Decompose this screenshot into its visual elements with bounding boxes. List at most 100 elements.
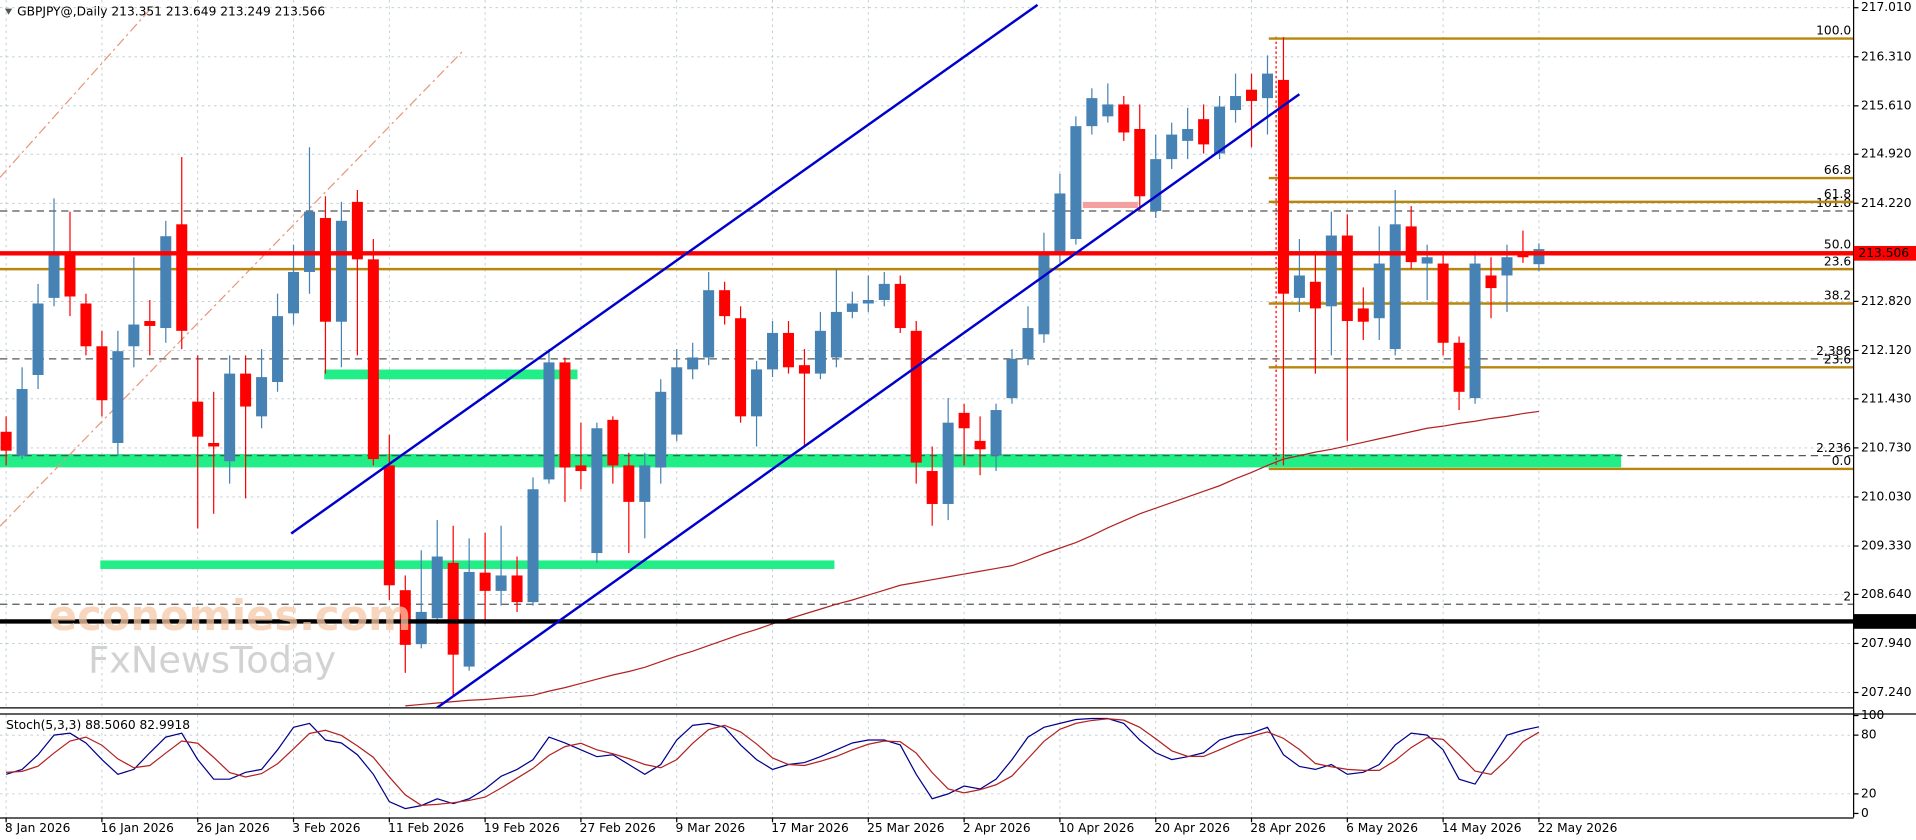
candle-body [735, 318, 747, 417]
candle-body [1517, 253, 1529, 258]
candle-body [383, 465, 395, 586]
y-tick-label: 215.610 [1861, 98, 1912, 112]
candle-body [495, 575, 507, 591]
y-tick-label: 80 [1861, 728, 1877, 742]
stoch-line [5, 717, 1540, 810]
candle-body [910, 330, 922, 463]
candle-body [687, 357, 699, 370]
candle-body [559, 362, 571, 468]
candle-body [1198, 119, 1210, 145]
trend-line [435, 93, 1301, 708]
candle-body [1070, 126, 1082, 240]
candle-body [671, 367, 683, 435]
y-tick-label: 207.240 [1861, 685, 1912, 699]
y-tick-label: 217.010 [1861, 0, 1912, 14]
candle-body [575, 465, 587, 472]
candle-body [80, 303, 92, 347]
x-tick-label: 25 Mar 2026 [867, 821, 944, 835]
candle-body [32, 303, 44, 375]
y-tick-label: 207.940 [1861, 636, 1912, 650]
candle-body [431, 556, 443, 619]
price-plot: 161.8 2.386 2.236 2 100.0 66.8 61.8 50.0 23.6 38.… [0, 24, 1854, 707]
x-tick-label: 16 Jan 2026 [101, 821, 174, 835]
y-tick-label: 212.120 [1861, 343, 1912, 357]
stoch-plot [5, 717, 1540, 810]
candle-body [1325, 235, 1337, 307]
candle-body [463, 571, 475, 667]
candle-body [112, 351, 124, 443]
moving-average [405, 410, 1539, 707]
fib-label: 66.8 [1824, 163, 1851, 177]
price-label: 208.254 [1858, 614, 1909, 628]
y-tick-label: 210.730 [1861, 440, 1912, 454]
x-tick-label: 17 Mar 2026 [771, 821, 848, 835]
fib-label: 23.6 [1824, 352, 1851, 366]
x-tick-label: 3 Feb 2026 [292, 821, 360, 835]
x-tick-label: 8 Jan 2026 [5, 821, 70, 835]
fib-label: 23.6 [1824, 254, 1851, 268]
candle-body [543, 362, 555, 480]
x-tick-label: 11 Feb 2026 [388, 821, 464, 835]
candle-body [1214, 106, 1226, 154]
level-label: 161.8 [1816, 196, 1851, 210]
candle-body [1261, 73, 1273, 99]
candle-body [319, 217, 331, 322]
candle-body [942, 422, 954, 504]
candle-body [1102, 104, 1114, 117]
candle-body [176, 224, 188, 331]
candle-body [974, 440, 986, 450]
candle-body [144, 321, 156, 326]
candle-body [894, 283, 906, 329]
y-tick-label: 212.820 [1861, 294, 1912, 308]
x-tick-label: 19 Feb 2026 [484, 821, 560, 835]
candle-body [1086, 98, 1098, 127]
candle-body [1405, 226, 1417, 263]
candle-body [830, 311, 842, 358]
x-tick-label: 28 Apr 2026 [1250, 821, 1326, 835]
candle-body [1533, 249, 1545, 265]
candle-body [591, 428, 603, 554]
candle-body [1230, 96, 1242, 111]
support-zone [0, 453, 1622, 468]
candle-body [1341, 235, 1353, 322]
candle-body [1182, 128, 1194, 141]
symbol-icon [4, 8, 13, 15]
candle-body [303, 211, 315, 272]
candle-body [335, 220, 347, 322]
fib-label: 50.0 [1824, 237, 1851, 251]
candle-body [224, 373, 236, 462]
candle-body [160, 236, 172, 329]
candle-body [1150, 159, 1162, 211]
candle-body [623, 465, 635, 502]
candle-body [1134, 128, 1146, 197]
candle-body [351, 201, 363, 260]
trend-lines [290, 3, 1301, 708]
candle-body [767, 332, 779, 370]
x-tick-label: 14 May 2026 [1442, 821, 1522, 835]
chart-title: GBPJPY@,Daily 213.351 213.649 213.249 21… [17, 5, 325, 19]
y-tick-label: 214.220 [1861, 196, 1912, 210]
candle-body [1038, 254, 1050, 335]
candle-body [1485, 275, 1497, 289]
candle-body [1246, 89, 1258, 101]
fib-label: 0.0 [1832, 454, 1851, 468]
price-label: 213.506 [1858, 246, 1909, 260]
y-tick-label: 216.310 [1861, 49, 1912, 63]
candle-body [926, 471, 938, 504]
y-tick-label: 214.920 [1861, 147, 1912, 161]
candle-body [256, 377, 268, 417]
y-tick-label: 211.430 [1861, 391, 1912, 405]
candle-body [64, 254, 76, 297]
stoch-title: Stoch(5,3,3) 88.5060 82.9918 [6, 718, 190, 732]
candle-body [719, 290, 731, 317]
candle-body [1118, 104, 1130, 133]
candle-body [1453, 342, 1465, 392]
x-tick-label: 22 May 2026 [1538, 821, 1618, 835]
candle-body [208, 442, 220, 447]
candle-body [16, 389, 28, 456]
price-label-box [1853, 614, 1916, 629]
y-tick-label: 208.640 [1861, 587, 1912, 601]
support-zone [100, 560, 835, 569]
